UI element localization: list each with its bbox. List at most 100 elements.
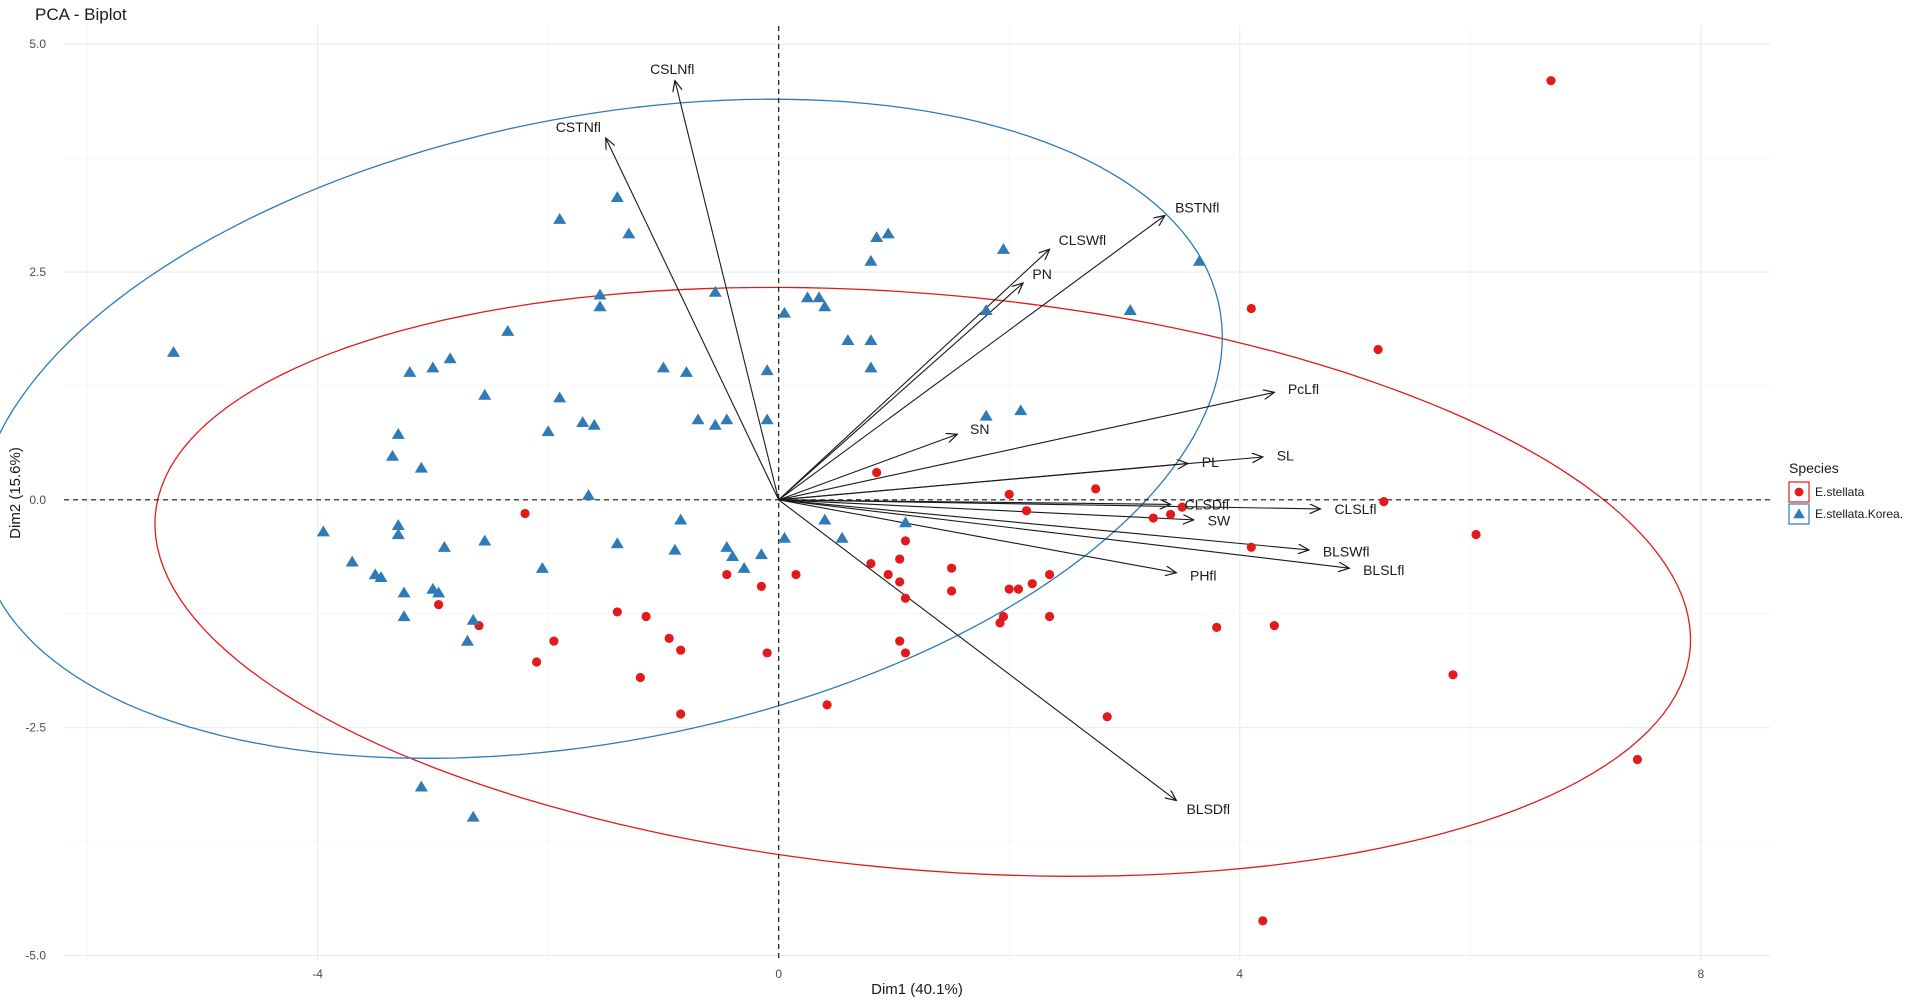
variable-arrow	[606, 138, 780, 501]
data-point-triangle	[541, 425, 555, 437]
data-point-triangle	[553, 391, 567, 403]
data-point-triangle	[979, 304, 993, 315]
data-point-triangle	[593, 288, 607, 300]
data-point-triangle	[656, 361, 670, 373]
data-point-triangle	[674, 513, 688, 525]
variable-label: PcLfl	[1288, 381, 1319, 397]
data-point-triangle	[864, 361, 878, 373]
data-point-triangle	[466, 810, 480, 822]
data-point-circle	[1013, 584, 1024, 594]
y-tick-label: -5.0	[25, 948, 46, 962]
x-axis-title: Dim1 (40.1%)	[871, 981, 963, 997]
data-point-triangle	[979, 409, 993, 421]
data-point-triangle	[403, 366, 417, 377]
data-point-triangle	[720, 541, 734, 552]
variable-arrow	[778, 463, 1188, 501]
data-point-circle	[822, 700, 832, 710]
data-point-circle	[676, 645, 686, 655]
legend-label: E.stellata.Korea.	[1815, 507, 1903, 521]
data-point-circle	[791, 569, 801, 580]
variable-label: CLSLfl	[1334, 501, 1376, 517]
data-point-circle	[1021, 506, 1032, 516]
data-point-circle	[895, 636, 905, 646]
data-point-triangle	[760, 413, 774, 425]
variable-arrows	[606, 81, 1349, 801]
data-point-circle	[1004, 584, 1014, 594]
data-point-circle	[1165, 509, 1176, 520]
variable-arrow	[675, 81, 780, 500]
data-point-triangle	[316, 525, 330, 537]
y-tick-label: 2.5	[29, 265, 46, 279]
variable-arrow	[778, 249, 1050, 501]
data-point-triangle	[818, 300, 832, 312]
data-point-circle	[895, 577, 905, 587]
data-point-circle	[1091, 484, 1101, 494]
legend-circle-marker	[1794, 487, 1804, 497]
data-point-triangle	[587, 418, 601, 430]
data-point-circle	[1379, 497, 1389, 507]
variable-label: BLSWfl	[1323, 543, 1370, 559]
concentration-ellipse	[0, 98, 1223, 759]
data-point-triangle	[501, 325, 515, 336]
variable-arrow	[778, 434, 958, 501]
x-tick-label: 8	[1697, 967, 1704, 981]
data-point-circle	[872, 467, 882, 478]
data-point-triangle	[610, 537, 624, 549]
data-point-triangle	[708, 285, 722, 297]
x-tick-label: 0	[775, 967, 782, 981]
data-point-triangle	[426, 361, 440, 373]
y-tick-label: 5.0	[29, 37, 46, 51]
variable-arrow	[778, 499, 1177, 801]
data-point-circle	[532, 657, 542, 667]
data-point-circle	[664, 633, 674, 643]
data-point-circle	[641, 611, 651, 622]
data-point-triangle	[1123, 304, 1137, 315]
data-point-triangle	[397, 610, 411, 622]
data-point-triangle	[581, 489, 595, 500]
data-point-circle	[1448, 670, 1458, 680]
data-point-circle	[1027, 579, 1037, 589]
data-point-circle	[900, 536, 911, 546]
chart-title: PCA - Biplot	[35, 5, 127, 24]
y-axis-title: Dim2 (15.6%)	[7, 447, 24, 539]
concentration-ellipse	[154, 286, 1692, 877]
data-point-triangle	[391, 519, 405, 530]
data-point-circle	[1258, 916, 1268, 926]
variable-arrow	[778, 499, 1194, 520]
variable-arrow	[778, 499, 1177, 573]
x-tick-label: 4	[1236, 967, 1243, 981]
data-point-triangle	[870, 231, 884, 243]
data-point-circle	[866, 559, 876, 569]
variable-arrow	[778, 499, 1321, 509]
data-point-circle	[1177, 502, 1187, 512]
variable-labels: CSLNfl CSTNfl BSTNfl CLSWfl PN SN PcLfl SL PL CLS…	[556, 61, 1405, 817]
data-point-triangle	[386, 449, 400, 461]
data-point-triangle	[166, 346, 181, 357]
data-point-triangle	[622, 227, 636, 239]
data-point-triangle	[397, 586, 411, 598]
variable-arrow	[778, 283, 1023, 501]
data-point-circle	[900, 593, 911, 603]
data-point-circle	[612, 607, 622, 617]
data-point-triangle	[414, 780, 428, 792]
variable-label: CLSDfl	[1185, 497, 1229, 513]
data-point-triangle	[841, 334, 855, 346]
data-point-triangle	[345, 555, 359, 567]
data-point-triangle	[1014, 404, 1028, 416]
variable-arrow	[778, 392, 1275, 501]
data-point-triangle	[478, 388, 492, 400]
data-point-triangle	[668, 543, 682, 555]
data-point-circle	[635, 672, 645, 683]
data-point-triangle	[1192, 254, 1206, 266]
data-point-triangle	[996, 243, 1010, 254]
variable-label: PL	[1202, 454, 1219, 470]
legend: Species E.stellata E.stellata.Korea.	[1788, 460, 1903, 525]
variable-label: PHfl	[1190, 567, 1216, 583]
data-point-circle	[520, 508, 530, 519]
data-point-triangle	[466, 613, 480, 625]
data-point-circle	[1004, 489, 1014, 499]
data-point-circle	[1246, 542, 1256, 552]
variable-label: SN	[970, 421, 989, 437]
data-point-triangle	[737, 561, 751, 573]
